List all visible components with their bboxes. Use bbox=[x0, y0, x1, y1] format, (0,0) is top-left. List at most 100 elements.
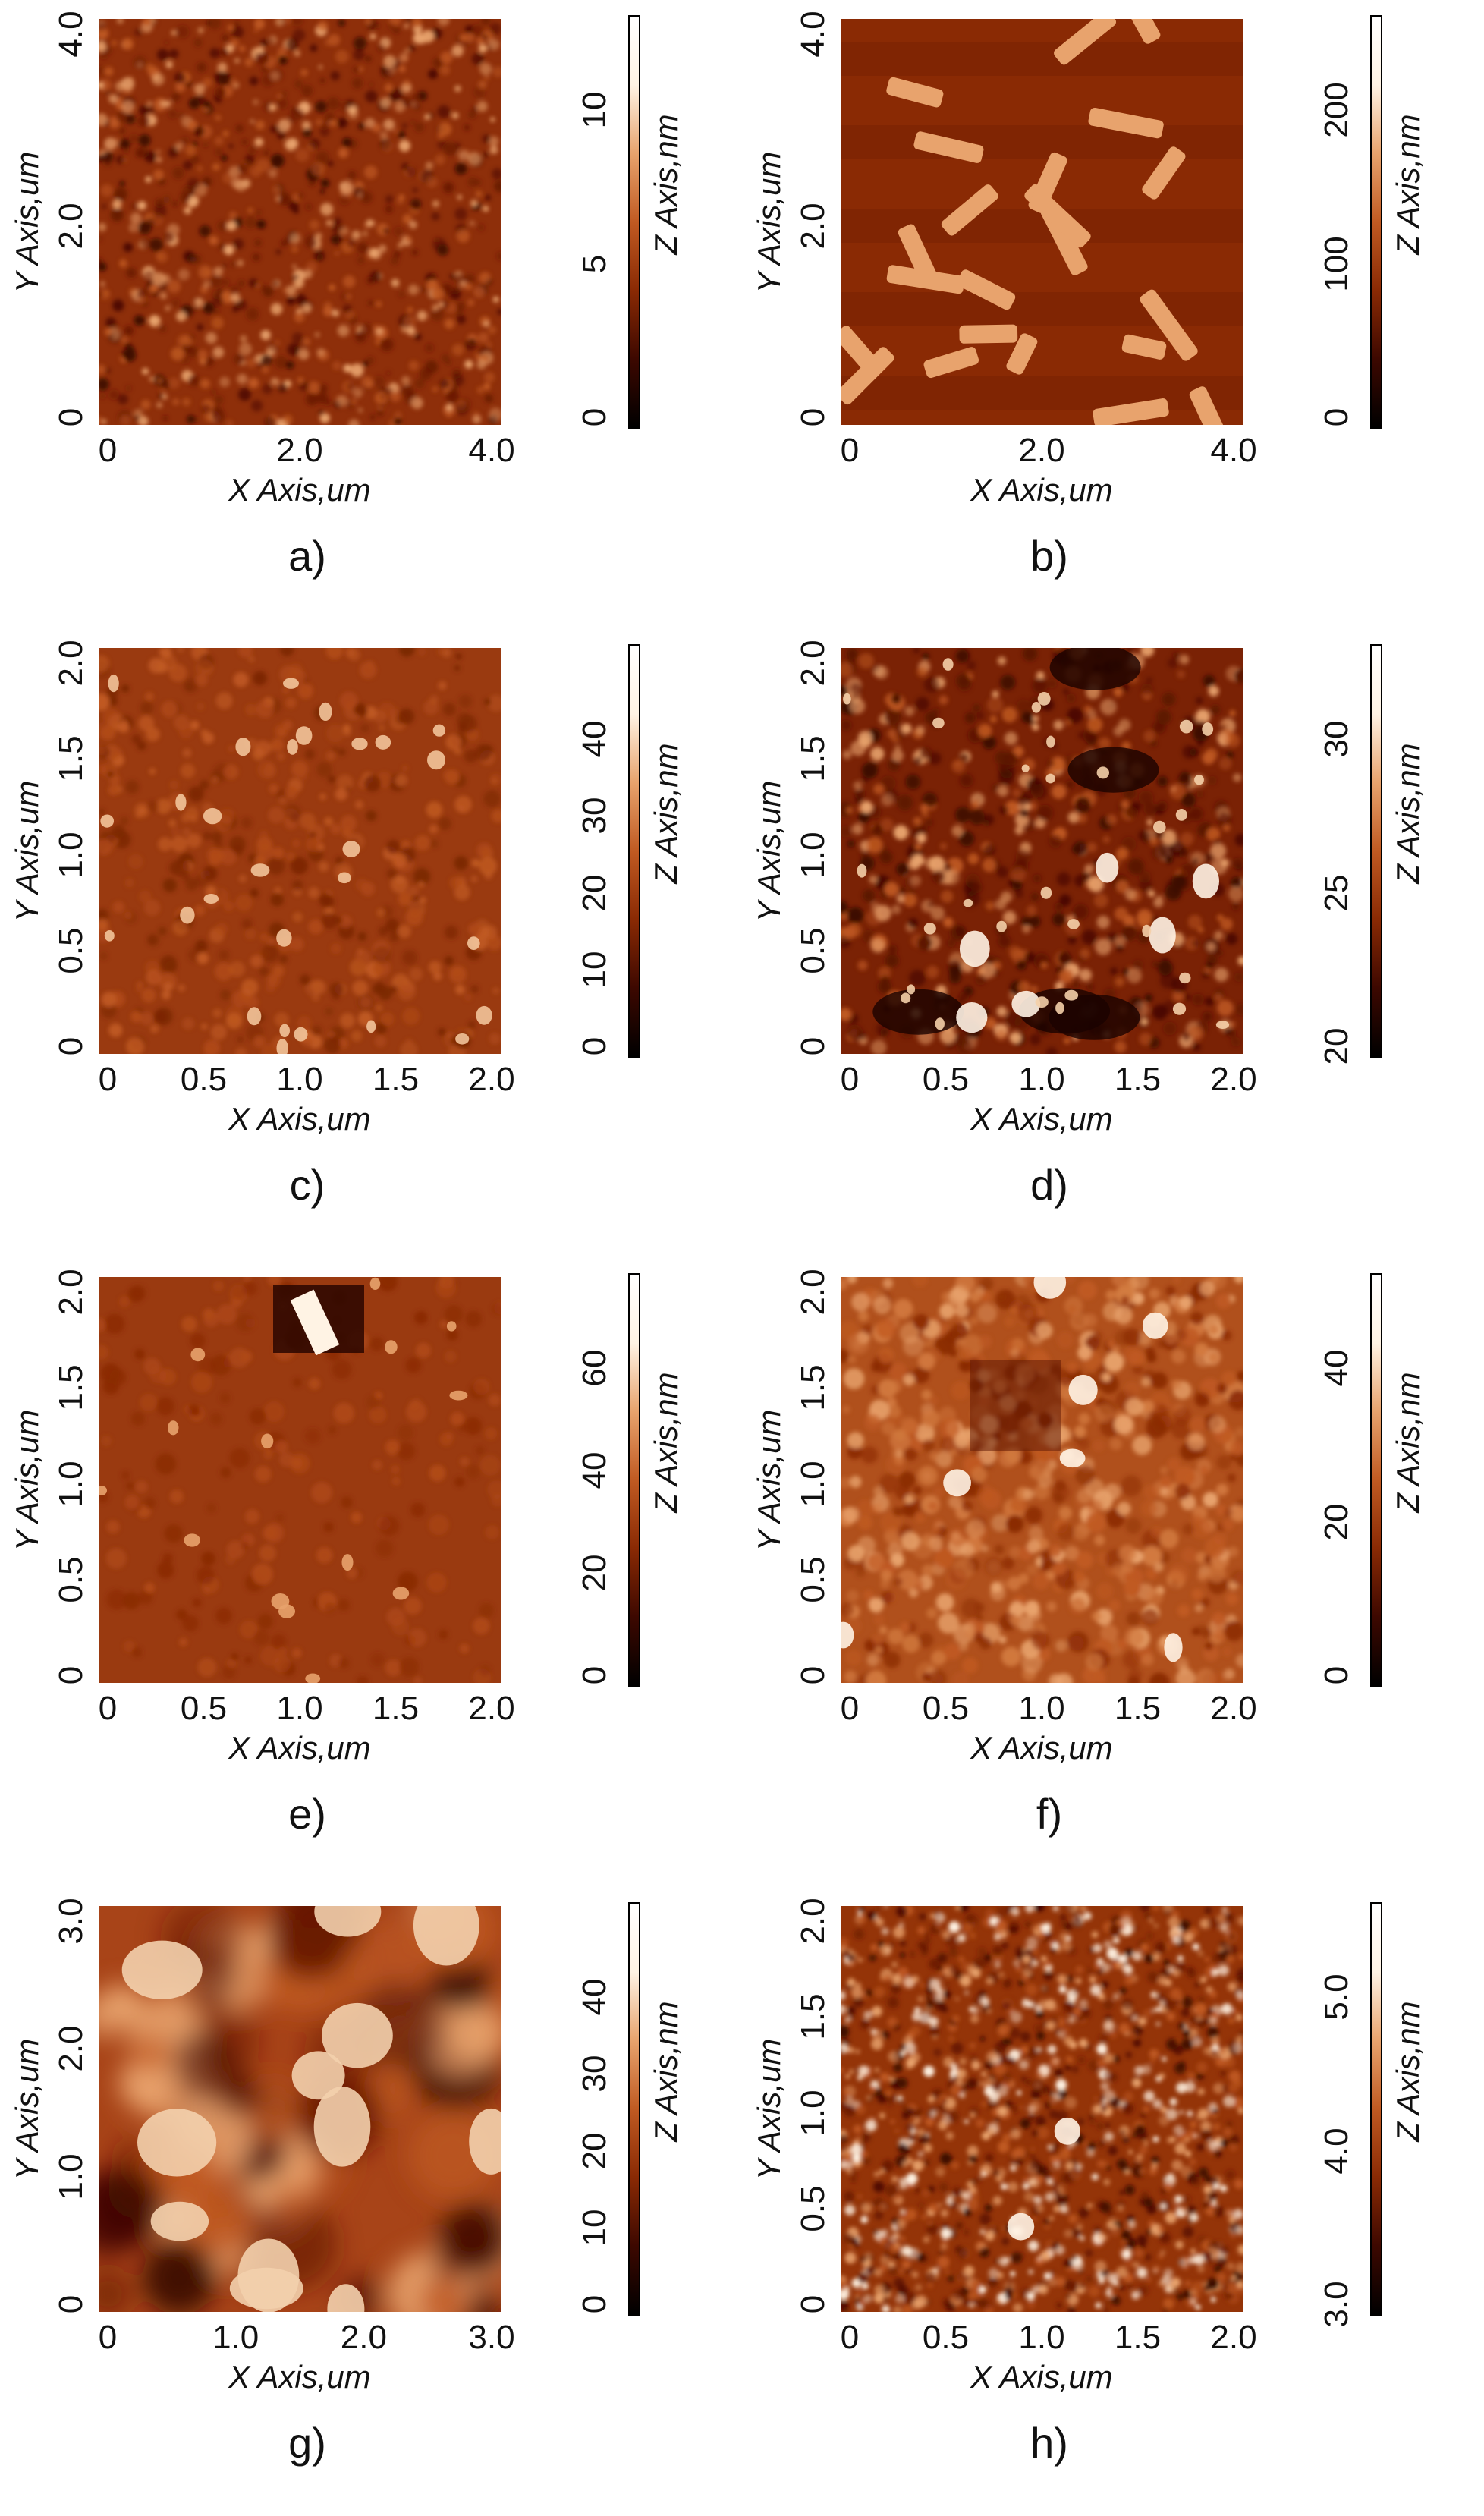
y-tick-label: 1.0 bbox=[794, 1460, 832, 1508]
z-tick-label: 0 bbox=[1318, 407, 1355, 427]
x-tick-label: 1.0 bbox=[276, 1061, 323, 1098]
afm-height-map bbox=[99, 1277, 501, 1683]
x-tick-label: 0 bbox=[840, 1690, 860, 1727]
x-axis-title: X Axis,um bbox=[970, 472, 1113, 508]
x-tick-label: 2.0 bbox=[468, 1690, 515, 1727]
afm-panel-d: 0 0.5 1.0 1.5 2.0 0 0.5 1.0 1.5 2.0 X Axis,um Y Axi… bbox=[742, 629, 1484, 1258]
z-colorbar bbox=[628, 15, 640, 429]
afm-texture bbox=[99, 1277, 501, 1683]
y-axis-title: Y Axis,um bbox=[9, 2038, 45, 2180]
z-tick-label: 200 bbox=[1318, 82, 1355, 138]
y-tick-label: 1.5 bbox=[794, 1993, 832, 2040]
y-tick-label: 1.5 bbox=[52, 1364, 90, 1411]
z-tick-label: 0 bbox=[576, 2294, 613, 2314]
y-axis-title: Y Axis,um bbox=[751, 780, 787, 922]
x-tick-label: 2.0 bbox=[1210, 1061, 1257, 1098]
y-tick-label: 2.0 bbox=[794, 202, 832, 250]
y-tick-label: 2.0 bbox=[52, 2025, 90, 2072]
x-axis-title: X Axis,um bbox=[228, 1730, 371, 1766]
z-colorbar bbox=[1370, 644, 1382, 1058]
z-axis-title: Z Axis,nm bbox=[648, 113, 684, 255]
y-tick-label: 0 bbox=[794, 2294, 832, 2314]
y-tick-label: 1.0 bbox=[794, 831, 832, 879]
y-tick-label: 1.5 bbox=[794, 1364, 832, 1411]
z-tick-label: 40 bbox=[576, 1451, 613, 1489]
afm-height-map bbox=[841, 648, 1243, 1054]
z-tick-label: 60 bbox=[576, 1349, 613, 1387]
afm-panel-a: 0 2.0 4.0 0 2.0 4.0 X Axis,um Y Axis,um 0 5 10 Z Ax… bbox=[0, 0, 742, 629]
x-tick-label: 1.5 bbox=[1114, 2319, 1162, 2356]
z-tick-label: 30 bbox=[576, 2055, 613, 2093]
z-tick-label: 20 bbox=[576, 2132, 613, 2169]
x-tick-label: 2.0 bbox=[468, 1061, 515, 1098]
z-tick-label: 25 bbox=[1318, 874, 1355, 911]
afm-height-map bbox=[99, 648, 501, 1054]
afm-height-map bbox=[99, 19, 501, 425]
x-tick-label: 0 bbox=[840, 432, 860, 469]
x-tick-label: 0.5 bbox=[180, 1690, 228, 1727]
y-tick-label: 0 bbox=[794, 1665, 832, 1685]
x-axis-title: X Axis,um bbox=[970, 1101, 1113, 1137]
afm-height-map bbox=[99, 1906, 501, 2312]
z-tick-label: 0 bbox=[576, 1665, 613, 1685]
z-colorbar bbox=[1370, 1902, 1382, 2316]
y-tick-label: 0 bbox=[52, 2294, 90, 2314]
panel-label: e) bbox=[288, 1790, 326, 1838]
y-axis-title: Y Axis,um bbox=[9, 780, 45, 922]
z-tick-label: 10 bbox=[576, 91, 613, 129]
x-tick-label: 1.0 bbox=[1018, 1061, 1065, 1098]
z-axis-title: Z Axis,nm bbox=[1390, 742, 1426, 884]
z-axis-title: Z Axis,nm bbox=[648, 2000, 684, 2142]
z-colorbar bbox=[628, 644, 640, 1058]
z-tick-label: 5 bbox=[576, 254, 613, 273]
y-tick-label: 0 bbox=[52, 1036, 90, 1056]
afm-texture bbox=[841, 1906, 1243, 2312]
z-tick-label: 30 bbox=[1318, 720, 1355, 758]
afm-panel-e: 0 0.5 1.0 1.5 2.0 0 0.5 1.0 1.5 2.0 X Axis,um Y Axi… bbox=[0, 1258, 742, 1887]
panel-label: f) bbox=[1036, 1790, 1063, 1838]
z-axis-title: Z Axis,nm bbox=[1390, 113, 1426, 255]
z-tick-label: 0 bbox=[576, 1036, 613, 1056]
x-tick-label: 0.5 bbox=[922, 2319, 970, 2356]
x-tick-label: 3.0 bbox=[468, 2319, 515, 2356]
y-tick-label: 0 bbox=[794, 1036, 832, 1056]
afm-height-map bbox=[841, 1277, 1243, 1683]
afm-texture bbox=[841, 1277, 1243, 1683]
afm-panel-h: 0 0.5 1.0 1.5 2.0 0 0.5 1.0 1.5 2.0 X Axis,um Y Axi… bbox=[742, 1887, 1484, 2516]
x-tick-label: 0 bbox=[98, 1690, 118, 1727]
z-tick-label: 100 bbox=[1318, 235, 1355, 292]
y-tick-label: 0.5 bbox=[794, 1556, 832, 1603]
x-tick-label: 1.5 bbox=[372, 1061, 420, 1098]
z-tick-label: 3.0 bbox=[1318, 2281, 1355, 2328]
z-tick-label: 10 bbox=[576, 951, 613, 989]
x-axis-title: X Axis,um bbox=[228, 2359, 371, 2395]
y-tick-label: 2.0 bbox=[52, 202, 90, 250]
x-tick-label: 1.0 bbox=[1018, 2319, 1065, 2356]
afm-texture bbox=[99, 19, 501, 425]
y-tick-label: 1.5 bbox=[794, 735, 832, 782]
y-tick-label: 2.0 bbox=[52, 1269, 90, 1316]
x-tick-label: 0 bbox=[98, 1061, 118, 1098]
x-tick-label: 4.0 bbox=[468, 432, 515, 469]
afm-texture bbox=[841, 648, 1243, 1054]
z-tick-label: 20 bbox=[1318, 1503, 1355, 1540]
z-tick-label: 10 bbox=[576, 2209, 613, 2247]
x-tick-label: 4.0 bbox=[1210, 432, 1257, 469]
panel-label: g) bbox=[288, 2419, 326, 2467]
x-axis-title: X Axis,um bbox=[970, 1730, 1113, 1766]
x-tick-label: 0.5 bbox=[180, 1061, 228, 1098]
x-tick-label: 0 bbox=[98, 2319, 118, 2356]
y-axis-title: Y Axis,um bbox=[751, 151, 787, 293]
z-tick-label: 30 bbox=[576, 797, 613, 835]
x-axis-title: X Axis,um bbox=[228, 1101, 371, 1137]
panel-label: a) bbox=[288, 532, 326, 580]
z-tick-label: 0 bbox=[576, 407, 613, 427]
panel-label: h) bbox=[1030, 2419, 1068, 2467]
z-tick-label: 40 bbox=[1318, 1349, 1355, 1387]
x-tick-label: 1.5 bbox=[1114, 1690, 1162, 1727]
x-tick-label: 0 bbox=[840, 2319, 860, 2356]
y-axis-title: Y Axis,um bbox=[9, 151, 45, 293]
z-axis-title: Z Axis,nm bbox=[648, 742, 684, 884]
x-tick-label: 2.0 bbox=[340, 2319, 387, 2356]
y-axis-title: Y Axis,um bbox=[751, 1409, 787, 1551]
